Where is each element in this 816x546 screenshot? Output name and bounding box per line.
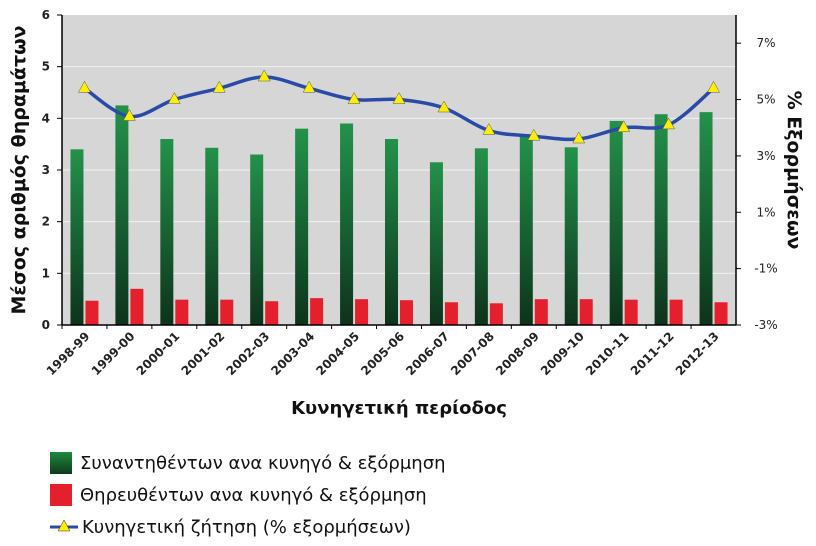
- demand-point: [78, 80, 91, 93]
- legend: Συναντηθέντων ανα κυνηγό & εξόρμηση Θηρε…: [50, 447, 446, 543]
- x-axis-ticks: 1998-991999-002000-012001-022002-032003-…: [44, 325, 722, 378]
- x-tick-label: 2001-02: [179, 329, 228, 378]
- bar-harvested: [355, 299, 369, 325]
- x-tick-label: 2000-01: [134, 329, 183, 378]
- demand-point: [572, 131, 586, 144]
- y2-tick-label: -1%: [754, 262, 777, 276]
- bar-encountered: [115, 105, 129, 326]
- bar-harvested: [400, 300, 413, 325]
- bar-encountered: [474, 148, 488, 325]
- x-tick-label: 2004-05: [313, 329, 362, 378]
- bar-harvested: [175, 299, 189, 325]
- demand-point: [617, 120, 631, 132]
- demand-point: [482, 123, 496, 135]
- bar-harvested: [624, 299, 638, 325]
- x-tick-label: 2006-07: [403, 329, 452, 378]
- x-tick-label: 2008-09: [493, 329, 542, 378]
- legend-label-harvested: Θηρευθέντων ανα κυνηγό & εξόρμηση: [80, 484, 427, 506]
- y2-tick-label: 5%: [756, 93, 775, 107]
- y2-tick-label: -3%: [754, 318, 777, 332]
- demand-point: [392, 92, 406, 104]
- x-tick-label: 2011-12: [628, 329, 677, 378]
- bar-encountered: [340, 123, 354, 325]
- demand-point: [212, 80, 226, 93]
- y-tick-label: 4: [42, 111, 50, 125]
- legend-item-harvested: Θηρευθέντων ανα κυνηγό & εξόρμηση: [50, 479, 446, 511]
- legend-swatch-green: [50, 452, 72, 474]
- x-tick-label: 2009-10: [538, 329, 587, 378]
- y2-tick-label: 7%: [756, 36, 775, 50]
- x-tick-label: 2012-13: [673, 329, 722, 378]
- bar-harvested: [669, 299, 683, 325]
- bar-harvested: [444, 302, 458, 325]
- bar-encountered: [250, 154, 264, 325]
- bar-encountered: [429, 162, 443, 325]
- bar-harvested: [714, 302, 728, 325]
- x-tick-label: 2005-06: [358, 329, 407, 378]
- y-tick-label: 2: [42, 215, 50, 229]
- bar-encountered: [699, 112, 713, 325]
- x-tick-label: 1999-00: [89, 329, 138, 378]
- bar-encountered: [160, 139, 174, 325]
- y-tick-label: 6: [42, 8, 50, 22]
- y2-axis-ticks: -3% -1% 1% 3% 5% 7%: [736, 36, 778, 332]
- bar-encountered: [205, 147, 219, 325]
- demand-point: [347, 92, 361, 104]
- bar-harvested: [85, 300, 99, 325]
- y-axis-title: Μέσος αριθμός θηραμάτων: [8, 25, 30, 314]
- x-tick-label: 2007-08: [448, 329, 497, 378]
- demand-point: [257, 69, 271, 82]
- legend-line-marker-icon: [50, 519, 78, 532]
- y-axis-ticks: 0 1 2 3 4 5 6: [42, 8, 62, 332]
- bar-harvested: [489, 303, 503, 325]
- demand-point: [437, 100, 451, 113]
- y-tick-label: 3: [42, 163, 50, 177]
- demand-point: [122, 108, 136, 121]
- bar-encountered: [609, 120, 623, 326]
- bar-encountered: [70, 149, 84, 325]
- bar-harvested: [310, 298, 324, 325]
- y-tick-label: 0: [42, 318, 50, 332]
- demand-point: [167, 92, 181, 104]
- demand-point: [527, 128, 541, 141]
- x-tick-label: 2002-03: [223, 329, 272, 378]
- bar-encountered: [564, 147, 578, 325]
- bar-harvested: [130, 288, 144, 325]
- bar-encountered: [295, 128, 309, 325]
- bar-encountered: [654, 114, 668, 325]
- y2-axis-title: % Εξορμήσεων: [783, 91, 805, 250]
- legend-item-encountered: Συναντηθέντων ανα κυνηγό & εξόρμηση: [50, 447, 446, 479]
- bars: [70, 105, 728, 326]
- bar-harvested: [534, 299, 548, 325]
- bar-encountered: [385, 139, 398, 325]
- demand-point: [662, 117, 676, 130]
- x-tick-label: 1998-99: [44, 329, 93, 378]
- x-tick-label: 2010-11: [583, 329, 632, 378]
- x-axis-title: Κυνηγετική περίοδος: [291, 398, 507, 419]
- legend-swatch-red: [50, 484, 72, 506]
- legend-label-encountered: Συναντηθέντων ανα κυνηγό & εξόρμηση: [80, 452, 446, 474]
- bar-encountered: [519, 136, 533, 325]
- bar-harvested: [265, 301, 279, 325]
- demand-point: [707, 80, 720, 93]
- bar-harvested: [220, 299, 234, 325]
- y-tick-label: 1: [42, 266, 50, 280]
- demand-line: [78, 69, 720, 144]
- x-tick-label: 2003-04: [268, 329, 317, 378]
- legend-item-demand: Κυνηγετική ζήτηση (% εξορμήσεων): [50, 511, 446, 543]
- legend-label-demand: Κυνηγετική ζήτηση (% εξορμήσεων): [82, 516, 411, 538]
- demand-point: [302, 80, 316, 93]
- y2-tick-label: 1%: [756, 205, 775, 219]
- bar-harvested: [579, 299, 593, 325]
- y2-tick-label: 3%: [756, 149, 775, 163]
- y-tick-label: 5: [42, 60, 50, 74]
- gridlines: [62, 66, 736, 274]
